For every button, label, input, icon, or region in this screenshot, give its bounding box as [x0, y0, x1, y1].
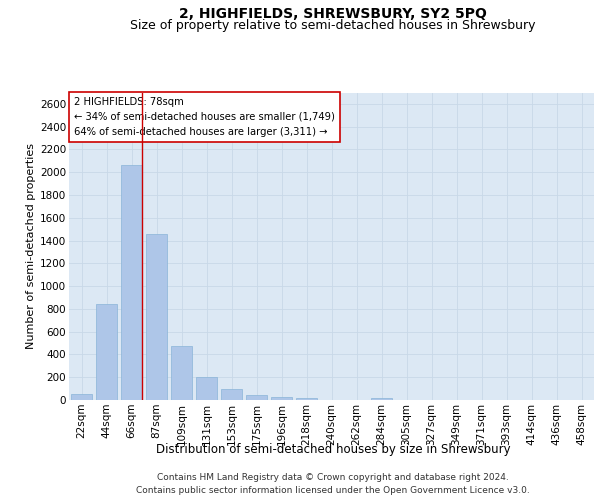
- Bar: [121, 166, 142, 400]
- Y-axis label: Number of semi-detached properties: Number of semi-detached properties: [26, 143, 36, 349]
- Bar: [96, 304, 117, 400]
- Bar: [71, 394, 92, 400]
- Bar: [371, 398, 392, 400]
- Bar: [271, 396, 292, 400]
- Text: Distribution of semi-detached houses by size in Shrewsbury: Distribution of semi-detached houses by …: [155, 442, 511, 456]
- Bar: [246, 395, 267, 400]
- Bar: [221, 389, 242, 400]
- Bar: [171, 346, 192, 400]
- Bar: [146, 234, 167, 400]
- Bar: [196, 377, 217, 400]
- Text: 2 HIGHFIELDS: 78sqm
← 34% of semi-detached houses are smaller (1,749)
64% of sem: 2 HIGHFIELDS: 78sqm ← 34% of semi-detach…: [74, 97, 335, 136]
- Text: Contains HM Land Registry data © Crown copyright and database right 2024.
Contai: Contains HM Land Registry data © Crown c…: [136, 472, 530, 494]
- Bar: [296, 398, 317, 400]
- Text: Size of property relative to semi-detached houses in Shrewsbury: Size of property relative to semi-detach…: [130, 19, 536, 32]
- Text: 2, HIGHFIELDS, SHREWSBURY, SY2 5PQ: 2, HIGHFIELDS, SHREWSBURY, SY2 5PQ: [179, 8, 487, 22]
